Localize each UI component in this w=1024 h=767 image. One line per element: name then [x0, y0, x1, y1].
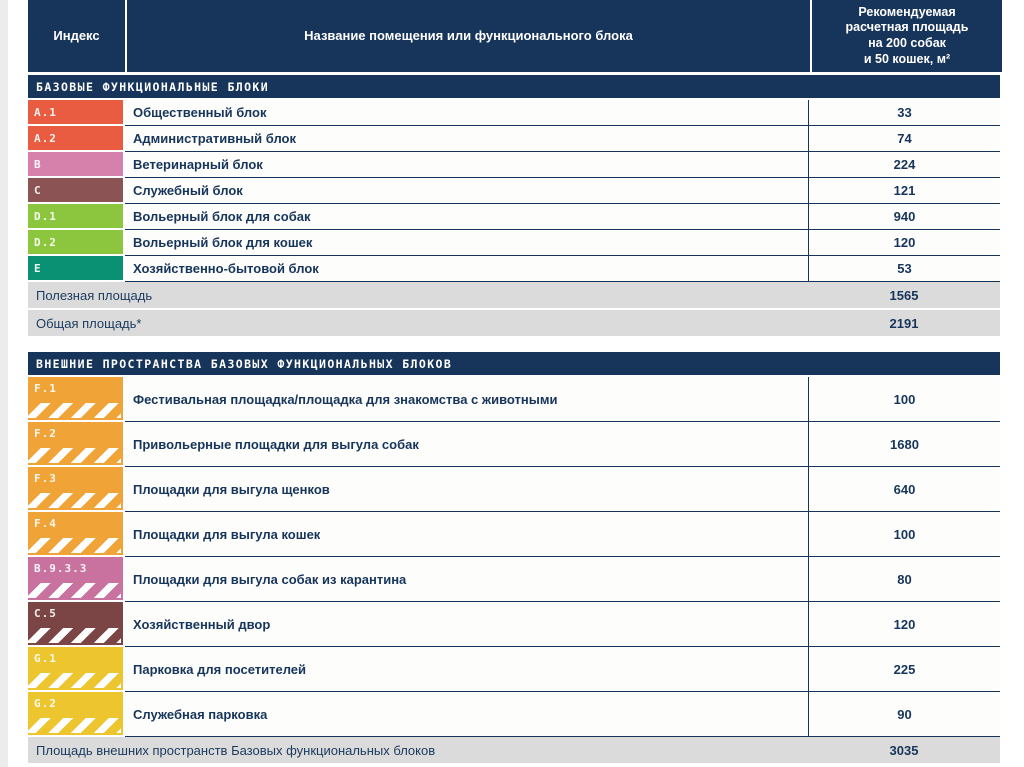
section-title-outdoor-spaces: ВНЕШНИЕ ПРОСТРАНСТВА БАЗОВЫХ ФУНКЦИОНАЛЬ…: [28, 352, 1000, 375]
column-header-area: Рекомендуемая расчетная площадь на 200 с…: [812, 0, 1002, 72]
area-value: 100: [808, 377, 1000, 422]
area-value: 120: [808, 602, 1000, 647]
index-badge: A.2: [28, 126, 125, 152]
index-badge: E: [28, 256, 125, 282]
table-row: E Хозяйственно-бытовой блок 53: [28, 256, 1000, 282]
table-row: F.4 Площадки для выгула кошек 100: [28, 512, 1000, 557]
table-header-row: Индекс Название помещения или функционал…: [28, 0, 1002, 72]
table-row: D.2 Вольерный блок для кошек 120: [28, 230, 1000, 256]
room-name: Площадки для выгула собак из карантина: [125, 557, 808, 602]
areas-table: Индекс Название помещения или функционал…: [28, 0, 1002, 765]
room-name: Хозяйственный двор: [125, 602, 808, 647]
room-name: Административный блок: [125, 126, 808, 152]
area-value: 121: [808, 178, 1000, 204]
room-name: Привольерные площадки для выгула собак: [125, 422, 808, 467]
area-value: 225: [808, 647, 1000, 692]
room-name: Площадки для выгула щенков: [125, 467, 808, 512]
column-header-name: Название помещения или функционального б…: [127, 0, 810, 72]
table-row: G.2 Служебная парковка 90: [28, 692, 1000, 737]
room-name: Площадки для выгула кошек: [125, 512, 808, 557]
index-badge-striped: F.1: [28, 377, 125, 422]
area-value: 80: [808, 557, 1000, 602]
table-row: F.2 Привольерные площадки для выгула соб…: [28, 422, 1000, 467]
index-badge: A.1: [28, 100, 125, 126]
area-value: 53: [808, 256, 1000, 282]
summary-value: 2191: [889, 315, 919, 331]
section-outdoor-spaces: F.1 Фестивальная площадка/площадка для з…: [28, 377, 1000, 765]
room-name: Хозяйственно-бытовой блок: [125, 256, 808, 282]
area-value: 74: [808, 126, 1000, 152]
room-name: Вольерный блок для кошек: [125, 230, 808, 256]
area-value: 90: [808, 692, 1000, 737]
area-value: 100: [808, 512, 1000, 557]
area-header-line: расчетная площадь: [845, 20, 969, 35]
summary-row-outdoor-total: Площадь внешних пространств Базовых функ…: [28, 737, 1000, 765]
room-name: Вольерный блок для собак: [125, 204, 808, 230]
index-badge-striped: G.1: [28, 647, 125, 692]
index-badge-striped: F.4: [28, 512, 125, 557]
table-row: C.5 Хозяйственный двор 120: [28, 602, 1000, 647]
area-value: 640: [808, 467, 1000, 512]
area-value: 33: [808, 100, 1000, 126]
summary-label: Полезная площадь: [36, 287, 153, 303]
index-badge-striped: B.9.3.3: [28, 557, 125, 602]
table-row: D.1 Вольерный блок для собак 940: [28, 204, 1000, 230]
room-name: Парковка для посетителей: [125, 647, 808, 692]
table-row: F.1 Фестивальная площадка/площадка для з…: [28, 377, 1000, 422]
area-header-line: Рекомендуемая: [858, 4, 956, 19]
index-badge: D.1: [28, 204, 125, 230]
page-margin-strip: [0, 0, 8, 767]
summary-label: Площадь внешних пространств Базовых функ…: [36, 742, 436, 758]
table-row: A.1 Общественный блок 33: [28, 100, 1000, 126]
table-row: C Служебный блок 121: [28, 178, 1000, 204]
index-badge-striped: G.2: [28, 692, 125, 737]
section-basic-blocks: A.1 Общественный блок 33 A.2 Администрат…: [28, 100, 1000, 338]
table-row: A.2 Административный блок 74: [28, 126, 1000, 152]
table-row: B.9.3.3 Площадки для выгула собак из кар…: [28, 557, 1000, 602]
index-badge: B: [28, 152, 125, 178]
summary-value: 1565: [889, 287, 919, 303]
table-row: B Ветеринарный блок 224: [28, 152, 1000, 178]
room-name: Служебный блок: [125, 178, 808, 204]
area-header-line: и 50 кошек, м²: [863, 51, 951, 66]
table-row: F.3 Площадки для выгула щенков 640: [28, 467, 1000, 512]
summary-row-total-area: Общая площадь* 2191: [28, 310, 1000, 338]
room-name: Общественный блок: [125, 100, 808, 126]
room-name: Служебная парковка: [125, 692, 808, 737]
table-row: G.1 Парковка для посетителей 225: [28, 647, 1000, 692]
area-value: 1680: [808, 422, 1000, 467]
summary-row-useful-area: Полезная площадь 1565: [28, 282, 1000, 310]
area-value: 940: [808, 204, 1000, 230]
index-badge: C: [28, 178, 125, 204]
area-value: 224: [808, 152, 1000, 178]
index-badge: D.2: [28, 230, 125, 256]
summary-value: 3035: [889, 742, 919, 758]
index-badge-striped: F.3: [28, 467, 125, 512]
index-badge-striped: C.5: [28, 602, 125, 647]
column-header-index: Индекс: [28, 0, 125, 72]
index-badge-striped: F.2: [28, 422, 125, 467]
area-header-line: на 200 собак: [868, 36, 946, 50]
area-value: 120: [808, 230, 1000, 256]
section-title-basic-blocks: БАЗОВЫЕ ФУНКЦИОНАЛЬНЫЕ БЛОКИ: [28, 75, 1000, 98]
room-name: Ветеринарный блок: [125, 152, 808, 178]
room-name: Фестивальная площадка/площадка для знако…: [125, 377, 808, 422]
summary-label: Общая площадь*: [36, 315, 142, 331]
